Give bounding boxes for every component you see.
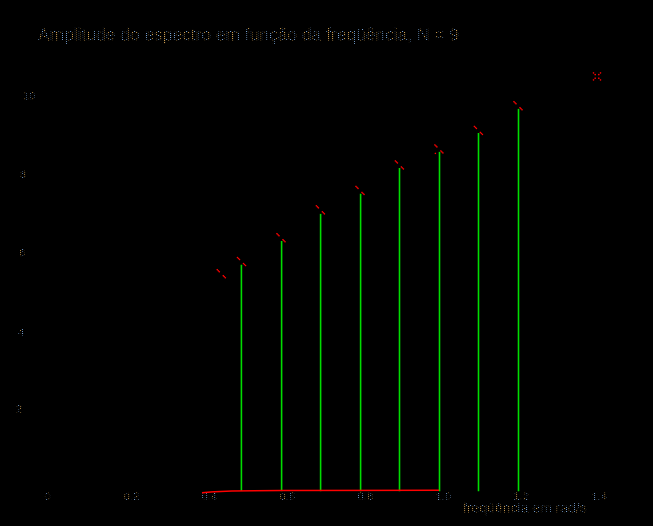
svg-text:1.2: 1.2 <box>514 491 529 503</box>
svg-text:0.8: 0.8 <box>358 491 373 503</box>
svg-text:1.0: 1.0 <box>436 491 451 503</box>
svg-text:Amplitude do espectro em funçã: Amplitude do espectro em função da freqü… <box>38 25 459 45</box>
svg-text:1.4: 1.4 <box>592 491 607 503</box>
svg-text:4: 4 <box>18 326 24 338</box>
svg-text:0: 0 <box>45 491 51 503</box>
svg-text:2: 2 <box>16 404 22 416</box>
svg-text:10: 10 <box>23 91 35 103</box>
svg-text:0.4: 0.4 <box>202 491 217 503</box>
svg-text:0.6: 0.6 <box>280 491 295 503</box>
svg-text:freqüência em rad/s: freqüência em rad/s <box>463 500 587 516</box>
svg-text:8: 8 <box>20 169 26 181</box>
svg-text:6: 6 <box>19 248 25 260</box>
svg-text:0.2: 0.2 <box>124 491 139 503</box>
